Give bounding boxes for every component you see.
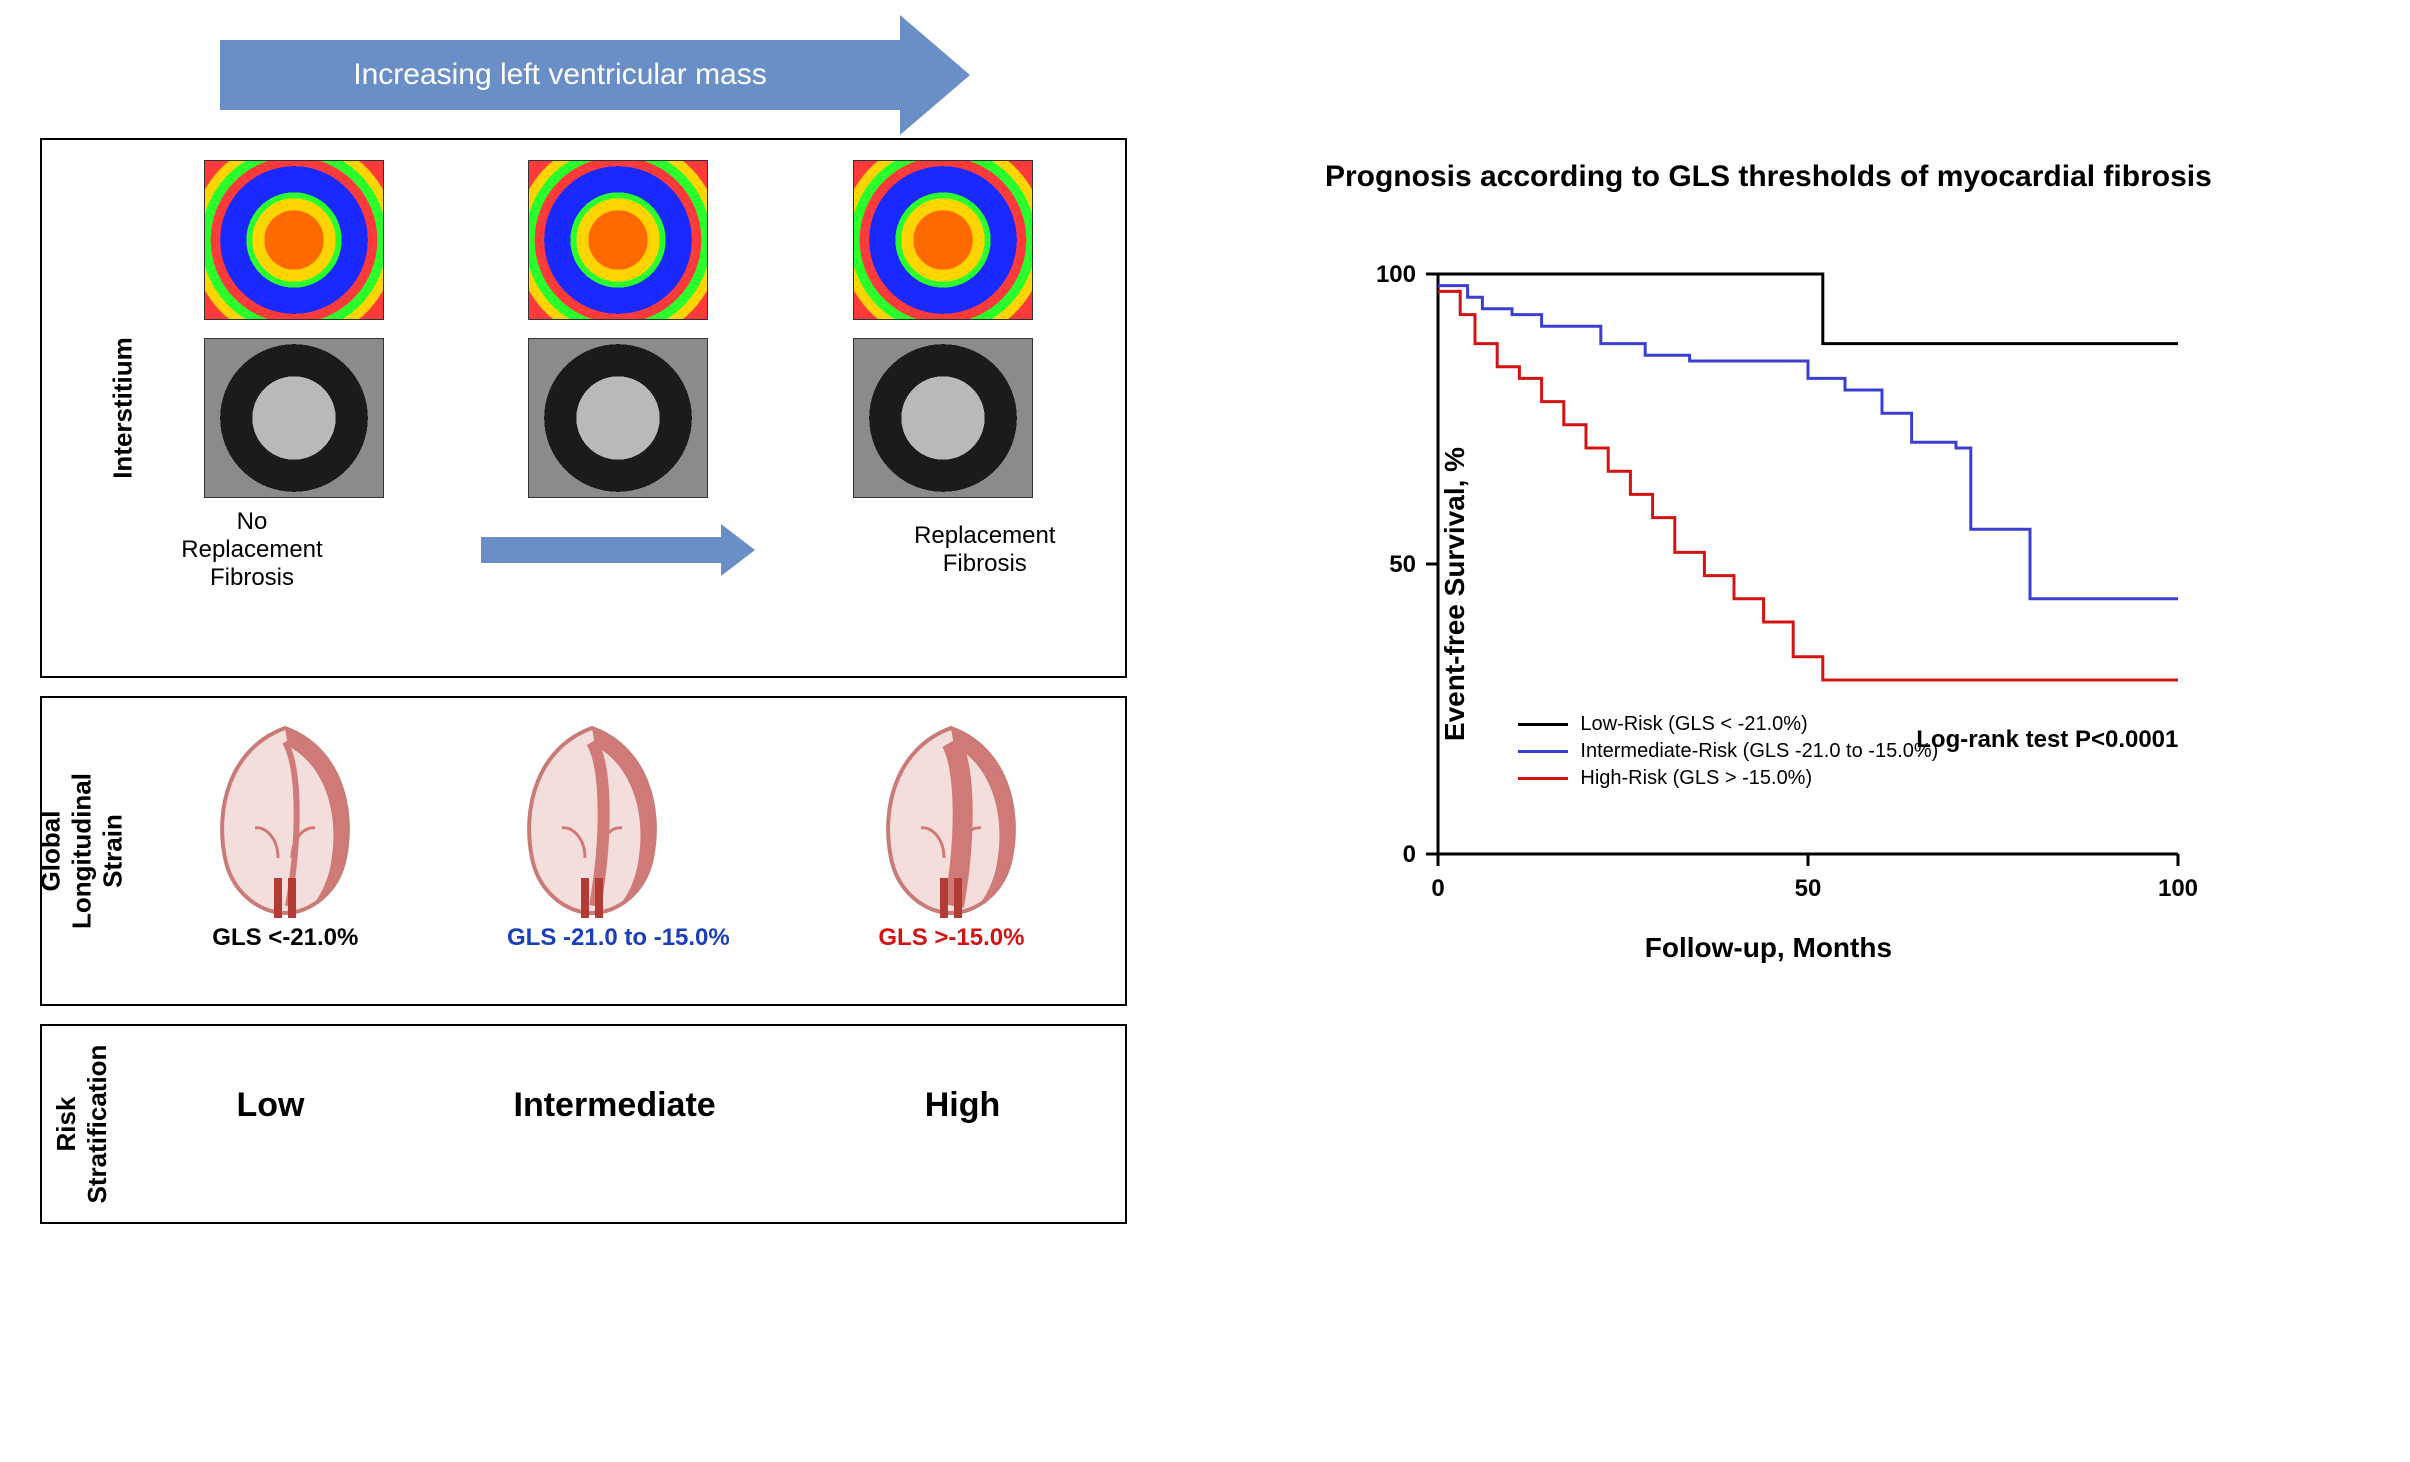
km-chart: Event-free Survival, % 050100050100 Foll… (1318, 234, 2218, 954)
panel-label-gls: Global Longitudinal Strain (36, 751, 129, 951)
gls-item: GLS -21.0 to -15.0% (507, 718, 730, 952)
mri-gray-3 (853, 338, 1033, 498)
left-column: Increasing left ventricular mass Interst… (0, 0, 1157, 1462)
panel-gls: Global Longitudinal Strain GLS <-21.0% G… (40, 696, 1127, 1006)
mid-arrow (468, 524, 768, 576)
arrow-head-icon (900, 15, 970, 135)
svg-text:100: 100 (1376, 261, 1416, 288)
panel-label-risk: Risk Stratification (51, 1024, 113, 1224)
legend-item: Intermediate-Risk (GLS -21.0 to -15.0%) (1518, 740, 1938, 763)
heart-icon (507, 718, 677, 918)
panel-interstitium: Interstitium No Replacement Fibrosis Rep… (40, 138, 1127, 678)
legend-text: Low-Risk (GLS < -21.0%) (1580, 713, 1807, 736)
gls-label: GLS >-15.0% (866, 924, 1036, 952)
gls-label: GLS -21.0 to -15.0% (507, 924, 730, 952)
legend-line (1518, 777, 1568, 780)
legend-line (1518, 723, 1568, 726)
mri-color-3 (853, 160, 1033, 320)
risk-value: High (925, 1086, 1001, 1125)
gls-item: GLS <-21.0% (200, 718, 370, 952)
mri-color-row (132, 160, 1105, 320)
panel-risk: Risk Stratification Low Intermediate High (40, 1024, 1127, 1224)
chart-legend: Low-Risk (GLS < -21.0%) Intermediate-Risk… (1518, 709, 1938, 794)
fibrosis-right-label: Replacement Fibrosis (885, 522, 1085, 578)
right-column: Prognosis according to GLS thresholds of… (1157, 0, 2410, 1462)
heart-icon (866, 718, 1036, 918)
logrank-text: Log-rank test P<0.0001 (1916, 726, 2178, 754)
mri-gray-1 (204, 338, 384, 498)
fibrosis-row: No Replacement Fibrosis Replacement Fibr… (132, 498, 1105, 592)
heart-icon (200, 718, 370, 918)
mid-arrow-body (481, 537, 721, 563)
risk-row: Low Intermediate High (132, 1046, 1105, 1165)
legend-text: High-Risk (GLS > -15.0%) (1580, 767, 1812, 790)
fibrosis-left-label: No Replacement Fibrosis (152, 508, 352, 592)
legend-item: Low-Risk (GLS < -21.0%) (1518, 713, 1938, 736)
legend-item: High-Risk (GLS > -15.0%) (1518, 767, 1938, 790)
y-axis-label: Event-free Survival, % (1439, 447, 1471, 741)
mri-gray-2 (528, 338, 708, 498)
mri-color-1 (204, 160, 384, 320)
svg-text:0: 0 (1403, 841, 1416, 868)
chart-title: Prognosis according to GLS thresholds of… (1325, 160, 2212, 194)
panel-label-interstitium: Interstitium (107, 337, 138, 479)
risk-value: Low (237, 1086, 305, 1125)
x-axis-label: Follow-up, Months (1645, 932, 1892, 964)
svg-text:50: 50 (1795, 875, 1822, 902)
arrow-head-icon (721, 524, 755, 576)
legend-line (1518, 750, 1568, 753)
gls-label: GLS <-21.0% (200, 924, 370, 952)
top-arrow-label: Increasing left ventricular mass (220, 40, 900, 110)
svg-text:50: 50 (1390, 551, 1417, 578)
mri-color-2 (528, 160, 708, 320)
svg-text:100: 100 (2158, 875, 2198, 902)
risk-value: Intermediate (514, 1086, 716, 1125)
top-arrow: Increasing left ventricular mass (220, 30, 970, 120)
svg-text:0: 0 (1432, 875, 1445, 902)
gls-item: GLS >-15.0% (866, 718, 1036, 952)
legend-text: Intermediate-Risk (GLS -21.0 to -15.0%) (1580, 740, 1938, 763)
gls-row: GLS <-21.0% GLS -21.0 to -15.0% GLS >-15… (132, 718, 1105, 952)
mri-gray-row (132, 338, 1105, 498)
